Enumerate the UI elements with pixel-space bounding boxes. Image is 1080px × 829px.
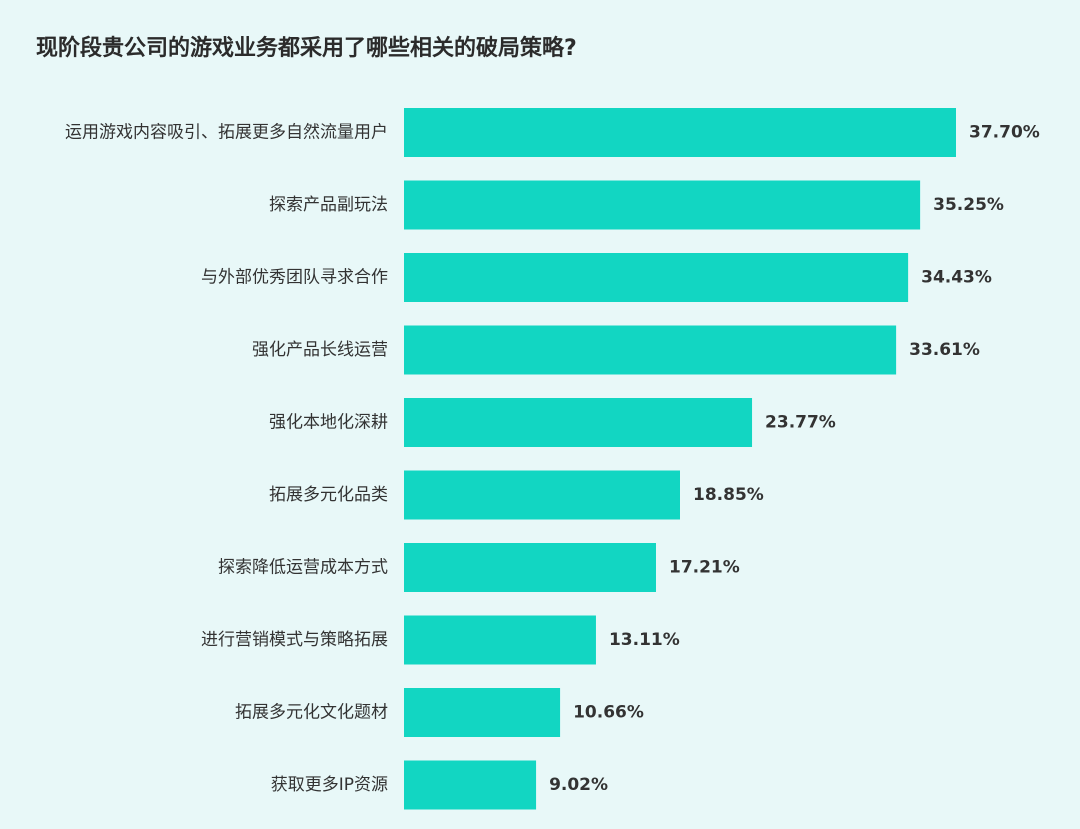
bar-3 (404, 325, 897, 375)
category-label-5: 拓展多元化品类 (269, 485, 388, 505)
category-label-9: 获取更多IP资源 (271, 775, 388, 795)
value-label-7: 13.11% (609, 630, 680, 650)
value-label-2: 34.43% (921, 268, 992, 288)
bar-9 (404, 760, 537, 810)
value-label-0: 37.70% (969, 123, 1040, 143)
bar-4 (404, 398, 753, 447)
value-label-8: 10.66% (573, 703, 644, 723)
bar-8 (404, 688, 561, 737)
bar-2 (404, 253, 909, 302)
value-label-5: 18.85% (693, 485, 764, 505)
category-label-3: 强化产品长线运营 (252, 340, 388, 360)
category-label-1: 探索产品副玩法 (269, 195, 388, 215)
category-label-0: 运用游戏内容吸引、拓展更多自然流量用户 (65, 123, 388, 143)
bar-6 (404, 543, 656, 592)
bar-5 (404, 470, 680, 520)
value-label-3: 33.61% (909, 340, 980, 360)
category-label-2: 与外部优秀团队寻求合作 (201, 268, 388, 288)
value-label-1: 35.25% (933, 195, 1004, 215)
value-label-6: 17.21% (669, 558, 740, 578)
chart-title: 现阶段贵公司的游戏业务都采用了哪些相关的破局策略? (36, 36, 577, 61)
value-label-9: 9.02% (549, 775, 608, 795)
category-label-4: 强化本地化深耕 (269, 413, 388, 433)
category-label-7: 进行营销模式与策略拓展 (201, 630, 388, 650)
value-label-4: 23.77% (765, 413, 836, 433)
bar-1 (404, 180, 921, 230)
bar-7 (404, 615, 596, 665)
category-label-6: 探索降低运营成本方式 (218, 558, 388, 578)
category-label-8: 拓展多元化文化题材 (235, 703, 388, 723)
bar-0 (404, 108, 956, 157)
